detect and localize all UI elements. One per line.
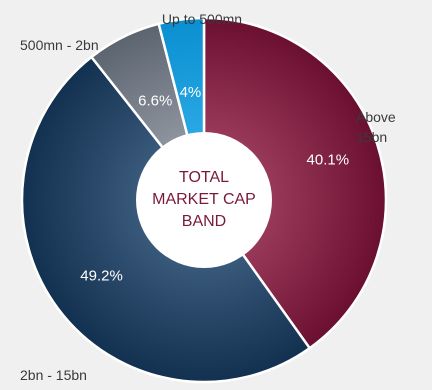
center-label-line-3: BAND (182, 213, 226, 230)
category-label: Up to 500mn (162, 11, 242, 27)
category-label: 2bn - 15bn (20, 367, 87, 383)
center-label: TOTAL MARKET CAP BAND (152, 169, 256, 230)
category-label-line: 2bn - 15bn (20, 367, 87, 383)
center-label-line-2: MARKET CAP (152, 191, 256, 208)
category-label-line: Above (356, 109, 396, 125)
slice-value-label: 40.1% (307, 151, 350, 168)
slice-value-labels: 40.1% 49.2% 6.6% 4% (80, 84, 349, 285)
center-label-line-1: TOTAL (179, 169, 229, 186)
slice-value-label: 4% (180, 84, 202, 101)
category-label-line: Up to 500mn (162, 11, 242, 27)
category-label-line: 500mn - 2bn (20, 37, 99, 53)
slice-above-15bn (202, 16, 388, 350)
slice-value-label: 6.6% (138, 92, 172, 109)
slice-value-label: 49.2% (80, 268, 123, 285)
category-labels: Above 15bn 2bn - 15bn 500mn - 2bn Up to 500m… (20, 11, 396, 383)
donut-hole (136, 132, 272, 268)
category-label-line: 15bn (356, 129, 387, 145)
category-label: 500mn - 2bn (20, 37, 99, 53)
category-label: Above 15bn (356, 109, 396, 145)
